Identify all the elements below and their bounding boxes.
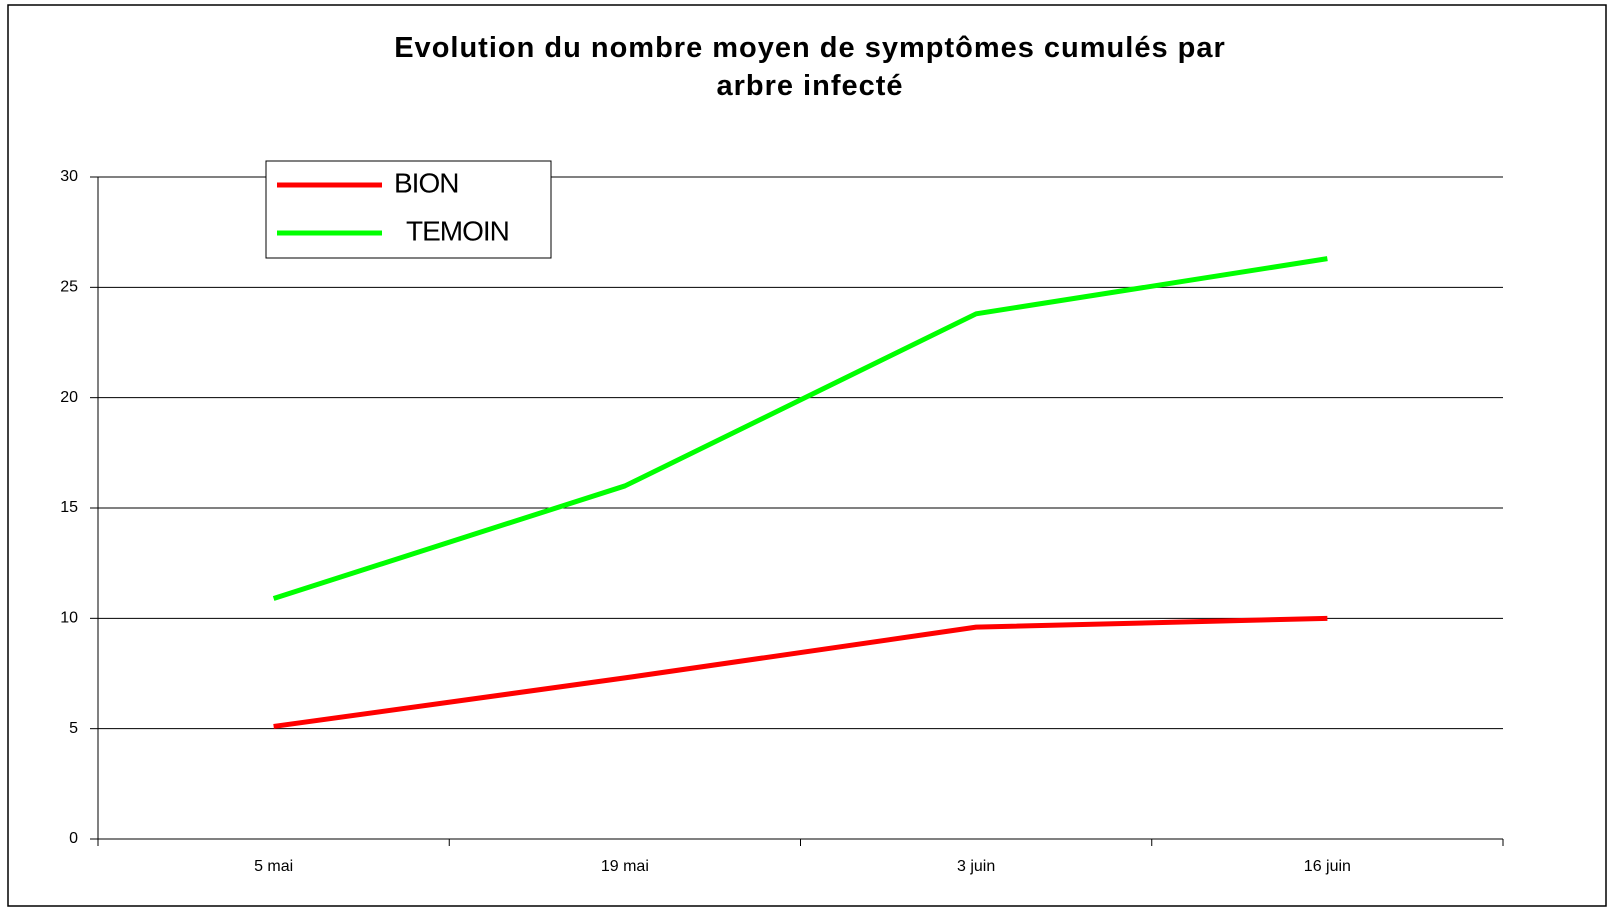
y-tick-label: 0	[69, 830, 78, 847]
legend-label: TEMOIN	[406, 215, 509, 246]
data-line	[272, 256, 1328, 601]
y-tick-label: 30	[60, 168, 78, 185]
title-line: Evolution du nombre moyen de symptômes c…	[394, 32, 1226, 64]
data-line	[273, 615, 1328, 729]
y-tick-label: 10	[60, 610, 78, 627]
title-line: arbre infecté	[716, 70, 903, 102]
chart-title: Evolution du nombre moyen de symptômes c…	[394, 32, 1226, 102]
x-tick-label: 16 juin	[1304, 858, 1351, 875]
y-tick-label: 25	[60, 279, 78, 296]
legend-box	[265, 160, 552, 259]
x-tick-label: 5 mai	[254, 858, 293, 875]
x-tick-label: 3 juin	[957, 858, 995, 875]
y-tick-label: 20	[60, 389, 78, 406]
y-tick-label: 5	[69, 720, 78, 737]
chart-border	[7, 4, 1607, 907]
legend-label: BION	[394, 167, 458, 198]
y-tick-label: 15	[60, 499, 78, 516]
x-tick-label: 19 mai	[601, 858, 649, 875]
